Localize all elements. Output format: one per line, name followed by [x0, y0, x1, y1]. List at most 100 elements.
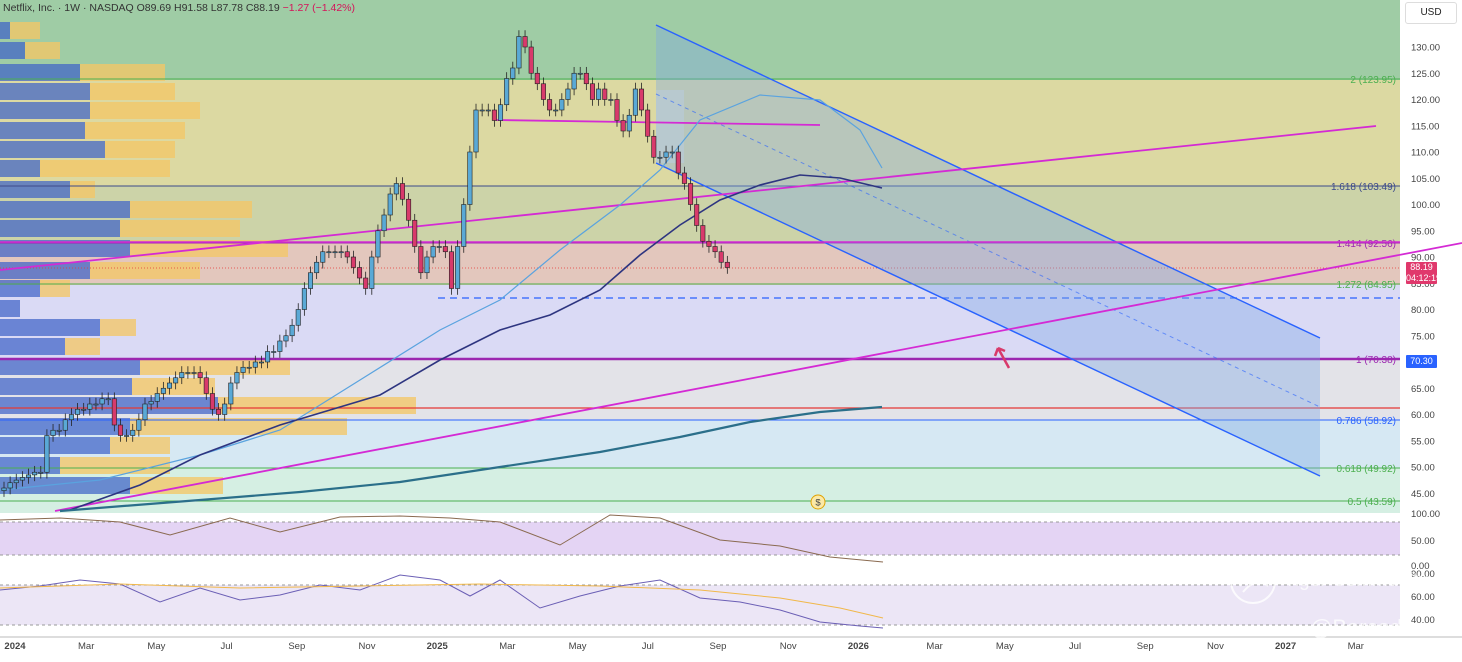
- candle: [32, 465, 38, 482]
- price-tick-label: 130.00: [1411, 43, 1440, 54]
- candle: [105, 392, 111, 406]
- price-tick-label: 100.00: [1411, 200, 1440, 211]
- candle-body: [179, 372, 185, 379]
- candle-body: [712, 246, 718, 253]
- candle-body: [344, 251, 350, 258]
- rsi-ma-line: [0, 583, 884, 619]
- volume-bar-up: [0, 201, 130, 218]
- candle: [357, 261, 363, 285]
- time-tick-label: Mar: [1348, 641, 1364, 652]
- candle-body: [350, 256, 356, 268]
- candle-body: [246, 366, 252, 369]
- time-tick-label: 2027: [1275, 641, 1296, 652]
- time-tick-label: May: [569, 641, 587, 652]
- candle-body: [142, 403, 148, 421]
- candle: [694, 198, 700, 232]
- candle: [571, 66, 577, 96]
- candle: [663, 145, 669, 164]
- moving-averages: [0, 94, 883, 513]
- candle: [614, 93, 620, 127]
- candle: [418, 240, 424, 280]
- candle-body: [528, 46, 534, 74]
- candle-body: [485, 109, 491, 112]
- channel-origin-box: [656, 90, 684, 163]
- candle: [38, 465, 44, 479]
- osc2-tick-label: 40.00: [1411, 615, 1435, 626]
- candle-body: [105, 398, 111, 401]
- candle-body: [307, 272, 313, 289]
- candle-body: [68, 414, 74, 421]
- candle: [173, 371, 179, 390]
- volume-bar-down: [40, 160, 170, 177]
- candle-body: [455, 246, 461, 289]
- price-tick-label: 105.00: [1411, 174, 1440, 185]
- candle-body: [75, 408, 81, 415]
- fib-zone: [0, 468, 1400, 513]
- volume-bar-down: [85, 122, 185, 139]
- candle-body: [491, 109, 497, 121]
- fib-label: 1.618 (103.49): [1331, 182, 1396, 193]
- candle: [381, 208, 387, 238]
- ohlc-high: H91.58: [174, 2, 208, 14]
- volume-bar-down: [130, 418, 347, 435]
- symbol-interval: 1W: [64, 2, 81, 14]
- osc-pane-1-band: [0, 522, 1400, 555]
- volume-bar-down: [100, 319, 136, 336]
- candle: [99, 392, 105, 411]
- candle: [111, 392, 117, 432]
- candle-body: [620, 120, 626, 132]
- ma-20-line: [0, 94, 883, 491]
- channel-fill: [656, 25, 1320, 476]
- candle: [399, 177, 405, 206]
- candle: [228, 376, 234, 411]
- candle: [651, 129, 657, 164]
- candle-body: [498, 104, 504, 121]
- candle: [406, 192, 412, 227]
- candle: [338, 245, 344, 259]
- candle: [326, 245, 332, 259]
- time-tick-label: Sep: [1137, 641, 1154, 652]
- candle: [473, 103, 479, 159]
- fib-zone: [0, 0, 1400, 80]
- candle: [13, 473, 19, 490]
- candle: [234, 366, 240, 390]
- candle-body: [430, 246, 436, 258]
- candle: [314, 255, 320, 280]
- candle: [167, 376, 173, 395]
- candle: [706, 234, 712, 253]
- candle-body: [56, 429, 62, 432]
- candle-body: [295, 309, 301, 326]
- candle: [430, 240, 436, 264]
- candle: [626, 108, 632, 138]
- candle: [448, 245, 454, 295]
- volume-bar-down: [90, 102, 200, 119]
- time-tick-label: Mar: [926, 641, 942, 652]
- volume-bar-up: [0, 319, 100, 336]
- candle-body: [338, 251, 344, 254]
- candle-body: [7, 482, 13, 489]
- time-tick-label: Nov: [359, 641, 376, 652]
- candle-body: [510, 67, 516, 79]
- currency-button[interactable]: USD: [1405, 2, 1457, 24]
- candle: [148, 395, 154, 411]
- candle: [117, 418, 123, 442]
- price-tick-label: 90.00: [1411, 253, 1435, 264]
- candle-body: [479, 109, 485, 112]
- oscillator-panes: [0, 513, 1462, 638]
- candle-body: [1, 487, 7, 491]
- candle-body: [326, 251, 332, 254]
- volume-bar-down: [105, 141, 175, 158]
- ohlc-change: −1.27 (−1.42%): [282, 2, 356, 14]
- candle: [68, 408, 74, 427]
- candle-body: [553, 109, 559, 112]
- candle-body: [571, 72, 577, 90]
- candle-body: [669, 151, 675, 154]
- candle: [124, 429, 130, 442]
- volume-bar-up: [0, 102, 90, 119]
- volume-bar-down: [90, 83, 175, 100]
- price-tick-label: 95.00: [1411, 226, 1435, 237]
- candle-body: [191, 372, 197, 374]
- volume-bar-down: [80, 64, 165, 81]
- candle-body: [577, 72, 583, 75]
